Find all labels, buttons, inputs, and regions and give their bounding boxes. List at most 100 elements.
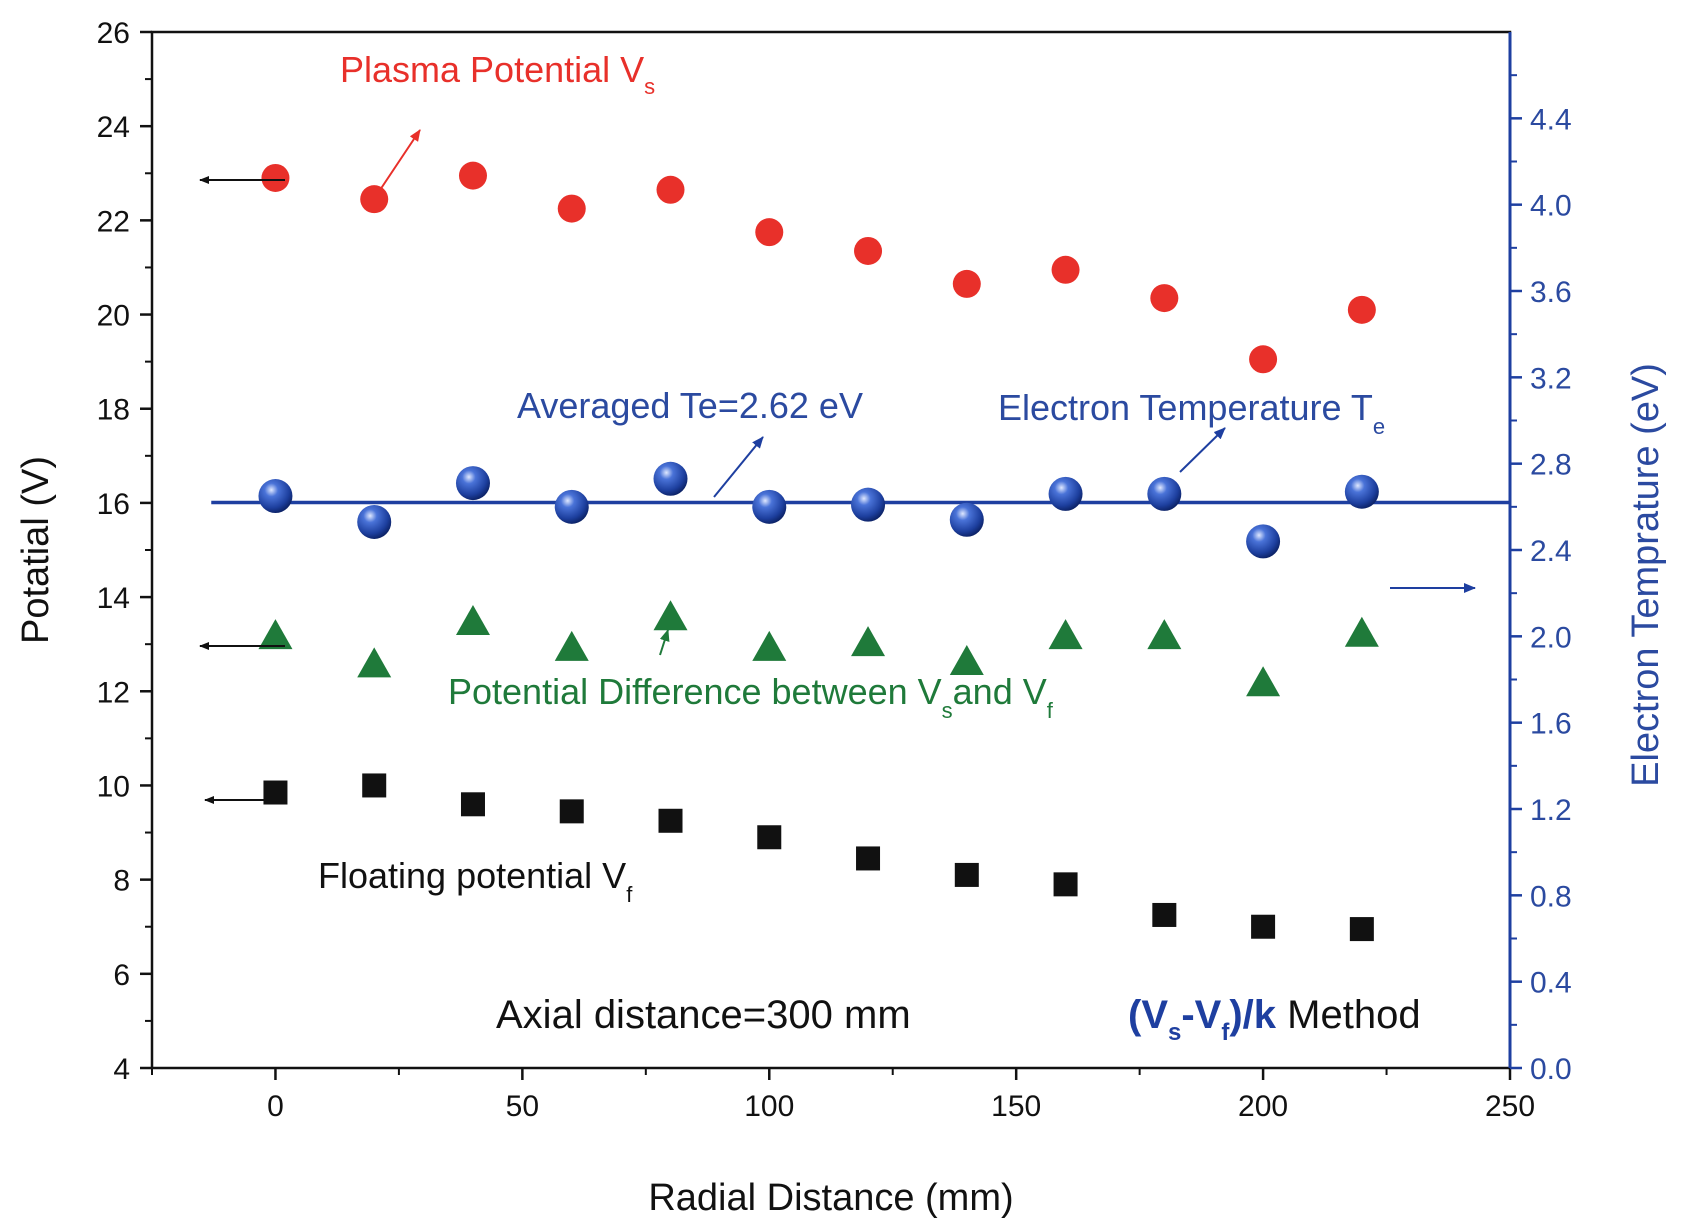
- floating-main: Floating potential V: [318, 855, 626, 896]
- te-sub: e: [1373, 414, 1385, 439]
- y-right-tick-label: 0.8: [1530, 880, 1572, 913]
- y-left-tick-label: 8: [113, 865, 130, 898]
- electron-temperature-point: [554, 489, 589, 524]
- diff-pointer-arrow: [659, 629, 670, 656]
- plasma-pointer-arrow: [379, 129, 421, 191]
- floating-potential-point: [460, 792, 485, 817]
- potential-difference-point: [752, 630, 787, 661]
- series-square: [263, 773, 1374, 942]
- x-axis-title: Radial Distance (mm): [648, 1177, 1013, 1219]
- y-right-tick-label: 2.8: [1530, 449, 1572, 482]
- plasma-sub: s: [644, 74, 655, 99]
- plasma-main: Plasma Potential V: [340, 49, 644, 90]
- y-left-tick-label: 20: [97, 300, 130, 333]
- floating-potential-point: [1053, 872, 1078, 897]
- electron-temperature-point: [1246, 524, 1281, 559]
- floating-potential-point: [1251, 914, 1276, 939]
- x-tick-label: 100: [744, 1090, 794, 1123]
- plasma-potential-point: [854, 236, 883, 265]
- floating-potential-point: [658, 808, 683, 833]
- electron-temperature-point: [258, 479, 293, 514]
- y-left-tick-label: 12: [97, 676, 130, 709]
- potential-difference-point: [455, 604, 490, 635]
- plasma-potential-point: [1347, 295, 1376, 324]
- electron-temperature-point: [752, 489, 787, 524]
- averaged-pointer-arrow: [713, 436, 764, 498]
- y-right-tick-label: 4.0: [1530, 190, 1572, 223]
- electron-temperature-point: [357, 504, 392, 539]
- electron-temperature-point: [1344, 474, 1379, 509]
- potential-difference-point: [1147, 619, 1182, 650]
- y-right-axis-title: Electron Temprature (eV): [1625, 363, 1667, 787]
- plasma-potential-point: [261, 163, 290, 192]
- diff-sub1: s: [942, 698, 953, 723]
- y-left-tick-label: 18: [97, 394, 130, 427]
- x-tick-label: 250: [1485, 1090, 1535, 1123]
- y-right-tick-label: 3.6: [1530, 276, 1572, 309]
- y-right-tick-label: 3.2: [1530, 362, 1572, 395]
- plasma-potential-point: [360, 185, 389, 214]
- potential-difference-point: [1344, 616, 1379, 647]
- series-sphere: [258, 461, 1379, 559]
- potential-difference-point: [949, 645, 984, 676]
- floating-potential-point: [362, 773, 387, 798]
- plasma-potential-point: [755, 218, 784, 247]
- electron-temperature-point: [455, 466, 490, 501]
- x-tick-label: 50: [506, 1090, 539, 1123]
- potential-difference-point: [1246, 666, 1281, 697]
- floating-potential-point: [559, 799, 584, 824]
- x-tick-label: 150: [991, 1090, 1041, 1123]
- diff-sub2: f: [1047, 698, 1054, 723]
- method-label: (Vs-Vf)/k Method: [1128, 993, 1421, 1046]
- diff-part2: and V: [953, 671, 1047, 712]
- method-open: (V: [1128, 993, 1168, 1037]
- electron-temperature-point: [653, 461, 688, 496]
- annotation-arrows: [199, 129, 1476, 804]
- series-triangle: [258, 600, 1379, 697]
- te-pointer-arrow: [1179, 427, 1226, 473]
- plasma-potential-label: Plasma Potential Vs: [340, 49, 655, 99]
- potential-difference-point: [653, 600, 688, 631]
- y-right-tick-label: 1.6: [1530, 708, 1572, 741]
- y-right-tick-label: 2.0: [1530, 621, 1572, 654]
- y-left-tick-label: 14: [97, 582, 130, 615]
- plasma-potential-point: [458, 161, 487, 190]
- potential-difference-point: [554, 630, 589, 661]
- y-right-tick-label: 0.0: [1530, 1053, 1572, 1086]
- electron-temperature-point: [949, 502, 984, 537]
- method-sub1: s: [1168, 1019, 1181, 1046]
- y-left-axis-title: Potatial (V): [15, 456, 57, 644]
- method-mid: -V: [1181, 993, 1221, 1037]
- plasma-potential-point: [1150, 284, 1179, 313]
- electron-temperature-point: [1147, 476, 1182, 511]
- plot-frame: [150, 30, 1512, 1070]
- method-sub2: f: [1221, 1019, 1230, 1046]
- series-circle: [261, 161, 1376, 374]
- floating-potential-point: [1349, 917, 1374, 942]
- electron-temperature-label: Electron Temperature Te: [998, 387, 1385, 439]
- y-left-tick-label: 24: [97, 111, 130, 144]
- floating-sub: f: [626, 882, 633, 907]
- floating-potential-point: [954, 862, 979, 887]
- plasma-potential-point: [656, 175, 685, 204]
- y-left-tick-label: 22: [97, 205, 130, 238]
- y-right-tick-label: 1.2: [1530, 794, 1572, 827]
- x-tick-label: 0: [267, 1090, 284, 1123]
- y-left-tick-label: 10: [97, 770, 130, 803]
- potential-difference-point: [851, 626, 886, 657]
- y-left-tick-label: 26: [97, 17, 130, 50]
- plasma-potential-point: [1051, 255, 1080, 284]
- y-right-tick-label: 0.4: [1530, 967, 1572, 1000]
- x-tick-label: 200: [1238, 1090, 1288, 1123]
- y-left-tick-label: 6: [113, 959, 130, 992]
- potential-difference-point: [357, 647, 392, 678]
- floating-potential-label: Floating potential Vf: [318, 855, 633, 907]
- y-right-tick-label: 2.4: [1530, 535, 1572, 568]
- potential-difference-point: [1048, 619, 1083, 650]
- potential-difference-label: Potential Difference between Vsand Vf: [448, 671, 1054, 723]
- te-main: Electron Temperature T: [998, 387, 1373, 428]
- potential-difference-point: [258, 619, 293, 650]
- axial-distance-label: Axial distance=300 mm: [496, 993, 911, 1037]
- diff-part1: Potential Difference between V: [448, 671, 942, 712]
